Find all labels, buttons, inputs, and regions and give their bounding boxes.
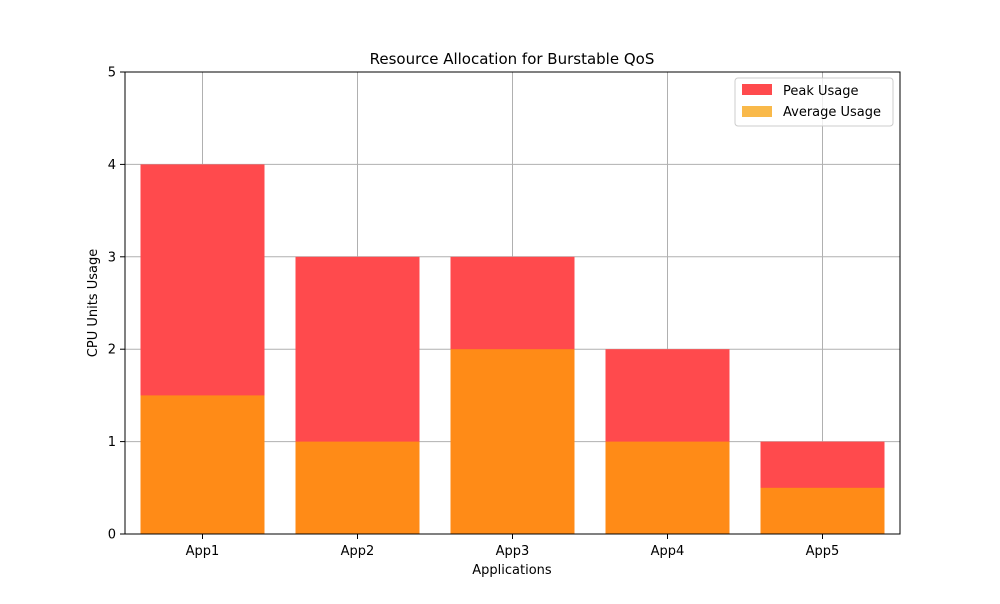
y-axis-label: CPU Units Usage xyxy=(86,249,101,357)
bar-average-usage-app4 xyxy=(605,441,730,534)
chart-title: Resource Allocation for Burstable QoS xyxy=(370,50,655,68)
y-tick-label-4: 4 xyxy=(108,158,116,173)
bar-average-usage-app2 xyxy=(295,441,420,534)
bar-average-usage-app3 xyxy=(450,349,575,534)
x-tick-label-app4: App4 xyxy=(651,544,685,559)
y-tick-label-5: 5 xyxy=(108,66,116,81)
legend-swatch-peak-usage xyxy=(742,84,772,95)
y-tick-label-2: 2 xyxy=(108,343,116,358)
x-tick-label-app2: App2 xyxy=(341,544,375,559)
x-tick-label-app5: App5 xyxy=(806,544,840,559)
legend-frame xyxy=(734,77,894,127)
bar-average-usage-app1 xyxy=(140,395,265,534)
axis-ticks: 0 1 2 3 4 5 App1 App2 App3 App4 App5 xyxy=(108,66,840,560)
bar-average-usage-app5 xyxy=(760,487,885,534)
y-tick-label-0: 0 xyxy=(108,528,116,543)
y-tick-label-1: 1 xyxy=(108,435,116,450)
y-tick-label-3: 3 xyxy=(108,250,116,265)
legend: Peak Usage Average Usage xyxy=(734,77,894,127)
legend-label-peak-usage: Peak Usage xyxy=(783,84,859,99)
x-axis-label: Applications xyxy=(472,563,552,578)
x-tick-label-app1: App1 xyxy=(186,544,220,559)
legend-swatch-average-usage xyxy=(742,106,772,117)
bars xyxy=(140,164,885,534)
x-tick-label-app3: App3 xyxy=(496,544,530,559)
legend-label-average-usage: Average Usage xyxy=(783,105,881,120)
